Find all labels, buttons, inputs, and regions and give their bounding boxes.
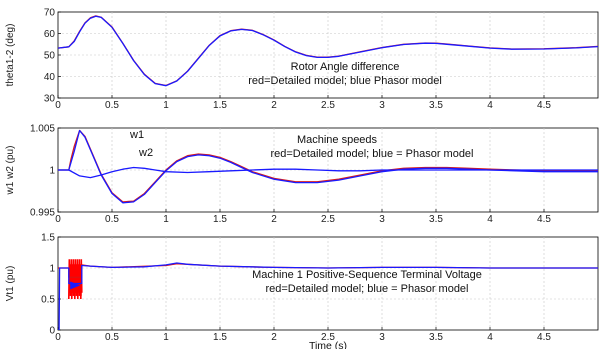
chart-annotation: w2 [138,147,153,159]
y-tick-label: 40 [44,72,56,83]
y-tick-label: 70 [44,8,56,19]
series-group [58,15,598,87]
x-tick-label: 0.5 [105,100,119,111]
chart-annotation: Machine speeds [297,134,378,146]
series-line-2 [58,262,598,330]
series-line-2 [58,129,598,204]
x-tick-label: 1.5 [213,100,227,111]
x-tick-label: 3 [379,100,385,111]
y-tick-label: 60 [44,29,56,40]
x-tick-label: 0 [55,100,61,111]
y-axis-label: Vt1 (pu) [5,266,16,302]
chart-annotation: Rotor Angle difference [291,61,400,73]
x-tick-label: 4 [487,100,493,111]
x-tick-label: 4.5 [537,100,551,111]
y-tick-label: 1.5 [41,233,55,244]
x-tick-label: 4.5 [537,332,551,343]
x-tick-label: 3 [379,332,385,343]
series-line-3 [58,166,598,179]
x-tick-label: 2.5 [321,332,335,343]
y-tick-label: 1.005 [30,124,55,135]
chart-panel-1: 0 0.5 1 1.5 2 2.5 3 3.5 4 4.5 30 40 50 60 70 theta1-2 (… [5,8,599,111]
series-line-2 [58,15,598,87]
chart-annotation: Machine 1 Positive-Sequence Terminal Vol… [252,269,482,281]
chart-annotation: red=Detailed model; blue Phasor model [248,75,442,87]
x-tick-label: 1.5 [213,332,227,343]
x-tick-label: 1 [163,332,169,343]
chart-annotation: red=Detailed model; blue = Phasor model [270,148,473,160]
x-tick-label: 2.5 [321,214,335,225]
x-tick-label: 4 [487,214,493,225]
x-axis-label: Time (s) [309,340,347,349]
x-tick-label: 4 [487,332,493,343]
y-tick-label: 1 [49,264,55,275]
y-axis-label: w1 w2 (pu) [5,146,16,196]
x-tick-label: 2 [271,214,277,225]
x-tick-label: 3 [379,214,385,225]
x-tick-label: 0 [55,332,61,343]
chart-annotation: w1 [129,129,144,141]
x-tick-label: 0.5 [105,214,119,225]
y-tick-label: 50 [44,51,56,62]
x-tick-label: 3.5 [429,332,443,343]
y-axis-label: theta1-2 (deg) [5,24,16,87]
y-tick-label: 30 [44,94,56,105]
chart-annotation: red=Detailed model; blue = Phasor model [265,283,468,295]
x-tick-label: 4.5 [537,214,551,225]
y-tick-label: 1 [49,166,55,177]
series-group [58,259,598,330]
x-tick-label: 1.5 [213,214,227,225]
chart-panel-3: 0 0.5 1 1.5 2 2.5 3 3.5 4 4.5 0 0.5 1 1.5 Vt1 (pu) Mach… [5,233,599,349]
x-tick-label: 0 [55,214,61,225]
chart-panel-2: 0 0.5 1 1.5 2 2.5 3 3.5 4 4.5 0.995 1 1.005 w1 w2 (pu… [5,124,599,225]
y-tick-label: 0 [49,326,55,337]
y-tick-label: 0.5 [41,295,55,306]
x-tick-label: 2.5 [321,100,335,111]
x-tick-label: 3.5 [429,214,443,225]
x-tick-label: 1 [163,100,169,111]
oscillation-band [68,268,82,296]
y-tick-label: 0.995 [30,208,55,219]
x-tick-label: 2 [271,332,277,343]
series-group [58,129,598,204]
x-tick-label: 2 [271,100,277,111]
x-tick-label: 0.5 [105,332,119,343]
x-tick-label: 3.5 [429,100,443,111]
x-tick-label: 1 [163,214,169,225]
